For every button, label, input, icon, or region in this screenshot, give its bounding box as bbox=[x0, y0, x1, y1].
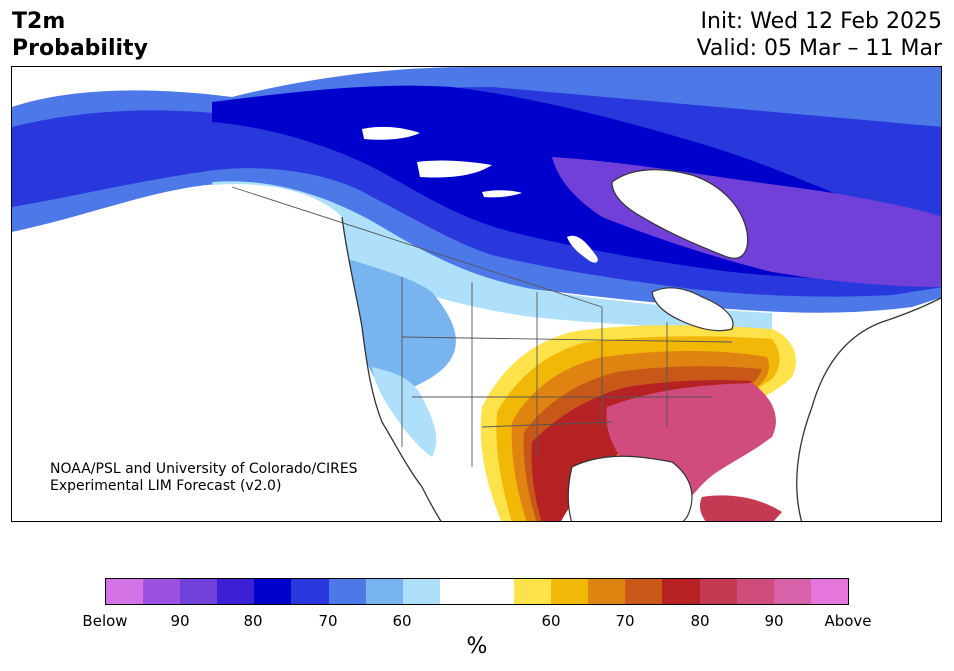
colorbar-unit: % bbox=[466, 634, 488, 659]
colorbar-swatch bbox=[773, 579, 811, 604]
great-lakes bbox=[651, 287, 734, 332]
colorbar-swatch bbox=[476, 579, 515, 604]
lake-athabasca bbox=[482, 190, 522, 198]
variable-label: T2m bbox=[12, 9, 66, 34]
cuba-warm bbox=[699, 495, 782, 521]
colorbar-swatch bbox=[180, 579, 218, 604]
probability-colorbar bbox=[105, 578, 849, 605]
colorbar-swatch bbox=[328, 579, 366, 604]
map-canvas bbox=[12, 67, 941, 521]
hudson-bay bbox=[611, 169, 749, 259]
colorbar-swatch bbox=[254, 579, 292, 604]
credit-line-1: NOAA/PSL and University of Colorado/CIRE… bbox=[50, 461, 358, 477]
colorbar-swatch bbox=[551, 579, 589, 604]
colorbar-swatch bbox=[217, 579, 255, 604]
state-borders bbox=[231, 186, 733, 467]
colorbar-swatch bbox=[588, 579, 626, 604]
coastlines bbox=[341, 216, 941, 521]
warm-band-80 bbox=[531, 380, 752, 521]
valid-range: Valid: 05 Mar – 11 Mar bbox=[696, 36, 942, 61]
title-block: T2m Probability bbox=[12, 8, 148, 62]
credit-block: NOAA/PSL and University of Colorado/CIRE… bbox=[50, 461, 358, 495]
colorbar-swatch bbox=[625, 579, 663, 604]
gulf-of-mexico bbox=[567, 455, 693, 521]
great-bear-lake bbox=[362, 126, 420, 140]
lake-winnipeg bbox=[567, 235, 598, 263]
colorbar-swatch bbox=[291, 579, 329, 604]
colorbar-swatch bbox=[736, 579, 774, 604]
tick-80-cold: 80 bbox=[243, 612, 263, 630]
west-coast-pale bbox=[372, 367, 437, 457]
tick-above: Above bbox=[824, 612, 872, 630]
colorbar-swatch bbox=[810, 579, 848, 604]
west-coast-band bbox=[342, 257, 456, 397]
tick-70-cold: 70 bbox=[318, 612, 338, 630]
colorbar-swatch bbox=[699, 579, 737, 604]
tick-below: Below bbox=[82, 612, 128, 630]
credit-line-2: Experimental LIM Forecast (v2.0) bbox=[50, 478, 282, 494]
date-block: Init: Wed 12 Feb 2025 Valid: 05 Mar – 11… bbox=[697, 8, 942, 62]
pacific-ocean bbox=[12, 184, 441, 521]
colorbar-swatch bbox=[143, 579, 181, 604]
tick-90-cold: 90 bbox=[170, 612, 190, 630]
colorbar-swatch bbox=[662, 579, 700, 604]
tick-70-warm: 70 bbox=[615, 612, 635, 630]
colorbar-swatch bbox=[365, 579, 403, 604]
cold-band-pale bbox=[212, 181, 772, 329]
great-slave-lake bbox=[417, 160, 492, 178]
tick-80-warm: 80 bbox=[690, 612, 710, 630]
tick-60-warm: 60 bbox=[541, 612, 561, 630]
atlantic-ocean bbox=[796, 297, 941, 521]
init-date: Init: Wed 12 Feb 2025 bbox=[700, 9, 942, 34]
tick-90-warm: 90 bbox=[764, 612, 784, 630]
colorbar-swatch bbox=[514, 579, 552, 604]
tick-60-cold: 60 bbox=[392, 612, 412, 630]
forecast-map: NOAA/PSL and University of Colorado/CIRE… bbox=[11, 66, 942, 522]
colorbar-swatch bbox=[439, 579, 477, 604]
product-label: Probability bbox=[12, 36, 148, 61]
colorbar-swatch bbox=[402, 579, 440, 604]
colorbar-swatch bbox=[106, 579, 144, 604]
